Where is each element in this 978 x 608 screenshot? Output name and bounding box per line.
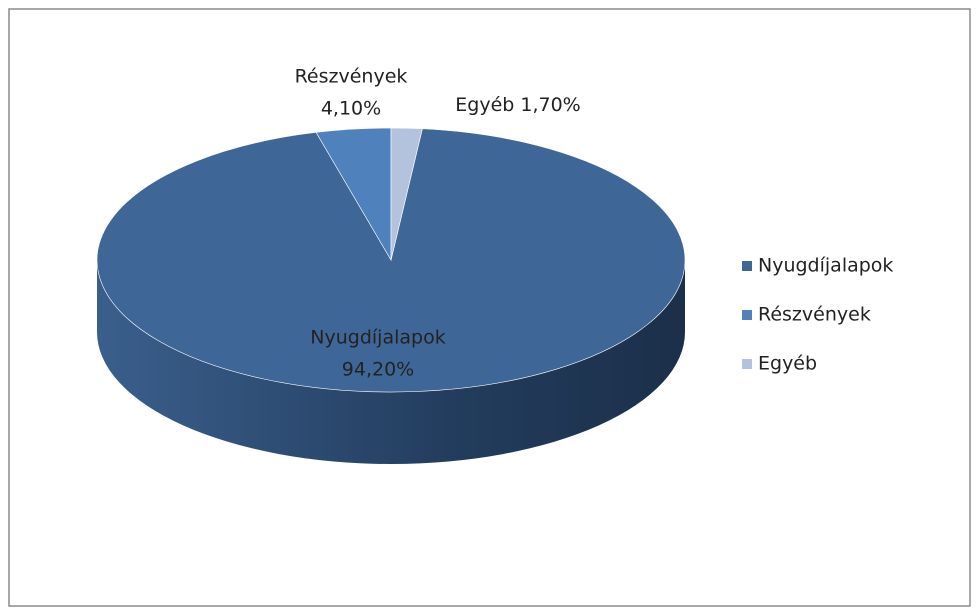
slice-side xyxy=(97,260,685,464)
data-label-value: 1,70% xyxy=(520,94,580,116)
data-label-name: Nyugdíjalapok xyxy=(310,327,445,349)
data-label-name: Részvények xyxy=(295,66,408,88)
data-label-name: Egyéb xyxy=(455,94,514,116)
legend-label: Nyugdíjalapok xyxy=(758,255,893,277)
legend-swatch xyxy=(742,310,752,320)
legend-label: Egyéb xyxy=(758,353,817,375)
data-label: Egyéb 1,70% xyxy=(455,94,580,116)
data-label-value: 94,20% xyxy=(342,359,414,381)
legend-swatch xyxy=(742,261,752,271)
legend-swatch xyxy=(742,359,752,369)
data-label-value: 4,10% xyxy=(321,98,381,120)
legend-label: Részvények xyxy=(758,304,871,326)
slice xyxy=(390,127,423,261)
